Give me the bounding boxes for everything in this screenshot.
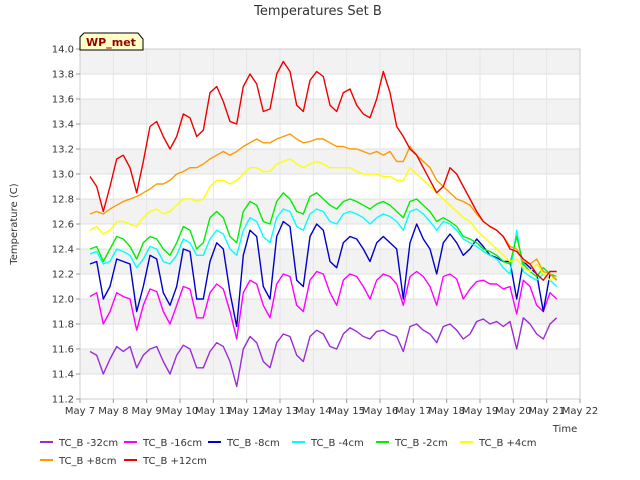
legend-label: TC_B -8cm [226,438,280,449]
legend-item: TC_B -4cm [292,438,364,449]
station-label-box: WP_met [79,32,144,51]
x-tick-label: May 14 [295,406,332,417]
station-label-shape [79,32,144,51]
plot-band [80,274,580,299]
x-tick-label: May 21 [528,406,565,417]
legend-item: TC_B -2cm [376,438,448,449]
plot-band [80,174,580,199]
y-axis-ticks: 11.2 11.4 11.6 11.8 12.0 12.2 12.4 12.6 12.8 13.0… [52,45,80,406]
y-tick-label: 12.8 [52,195,74,206]
x-tick-label: May 18 [428,406,465,417]
series-line-3 [89,208,558,288]
series-line-1 [89,270,558,340]
legend: TC_B -32cm TC_B -16cm TC_B -8cm TC_B -4cm TC… [40,438,537,467]
x-tick-label: May 7 [65,406,95,417]
x-tick-label: May 22 [562,406,599,417]
x-tick-label: May 16 [362,406,399,417]
y-tick-label: 13.6 [52,95,74,106]
y-tick-label: 12.6 [52,220,74,231]
y-tick-label: 11.4 [52,370,74,381]
legend-item: TC_B -8cm [208,438,280,449]
plot-band [80,374,580,399]
y-axis-label: Temperature (C) [9,183,20,265]
series-line-5 [89,158,558,281]
y-tick-label: 13.8 [52,70,74,81]
legend-label: TC_B -2cm [394,438,448,449]
plot-band [80,199,580,224]
y-tick-label: 13.0 [52,170,74,181]
x-axis-label: Time [552,424,577,435]
y-tick-label: 13.2 [52,145,74,156]
plot-band [80,49,580,74]
y-tick-label: 12.0 [52,295,74,306]
y-tick-label: 12.4 [52,245,74,256]
legend-item: TC_B +4cm [460,438,537,449]
x-tick-label: May 11 [195,406,232,417]
legend-item: TC_B +12cm [124,456,207,467]
legend-label: TC_B +4cm [478,438,537,449]
legend-label: TC_B -32cm [58,438,118,449]
legend-label: TC_B -4cm [310,438,364,449]
plot-band [80,124,580,149]
y-tick-label: 12.2 [52,270,74,281]
x-tick-label: May 20 [495,406,532,417]
y-tick-label: 13.4 [52,120,74,131]
legend-item: TC_B +8cm [40,456,117,467]
legend-item: TC_B -16cm [124,438,202,449]
x-tick-label: May 15 [328,406,365,417]
x-tick-label: May 12 [228,406,265,417]
x-tick-label: May 9 [132,406,162,417]
x-tick-label: May 10 [162,406,199,417]
y-tick-label: 14.0 [52,45,74,56]
chart-title: Temperatures Set B [253,4,382,19]
x-tick-label: May 19 [462,406,499,417]
x-tick-label: May 17 [395,406,432,417]
series-line-2 [89,220,558,328]
series-lines [89,60,558,388]
plot-band [80,324,580,349]
series-line-6 [89,133,558,281]
y-tick-label: 11.8 [52,320,74,331]
x-tick-label: May 13 [262,406,299,417]
plot-band [80,74,580,99]
station-label: WP_met [86,36,136,49]
plot-band [80,349,580,374]
legend-label: TC_B +8cm [58,456,117,467]
series-line-0 [89,317,558,388]
series-line-4 [89,192,557,278]
plot-background-bands [80,49,580,399]
plot-band [80,299,580,324]
y-tick-label: 11.6 [52,345,74,356]
plot-band [80,224,580,249]
x-tick-label: May 8 [98,406,128,417]
plot-band [80,149,580,174]
y-tick-label: 11.2 [52,395,74,406]
legend-label: TC_B -16cm [142,438,202,449]
legend-item: TC_B -32cm [40,438,118,449]
series-line-7 [89,60,557,281]
legend-label: TC_B +12cm [142,456,207,467]
